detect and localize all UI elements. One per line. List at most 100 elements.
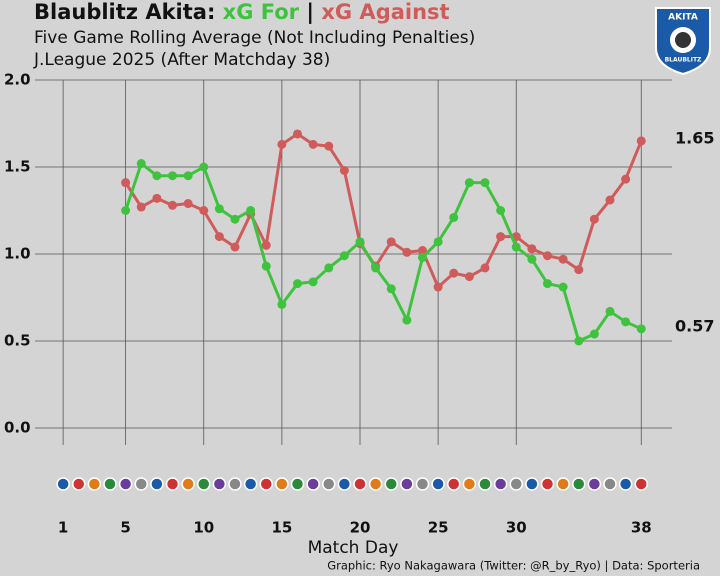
team-badge [462,477,477,491]
data-point [543,279,552,289]
data-point [621,317,631,327]
data-point [121,178,131,188]
x-tick-label: 5 [120,519,130,537]
data-point [214,204,224,214]
subtitle: J.League 2025 (After Matchday 38) [33,50,330,70]
data-point [355,237,365,247]
data-point [324,263,334,273]
x-tick-label: 1 [58,519,68,537]
data-point [214,232,224,242]
subtitle: Five Game Rolling Average (Not Including… [34,28,475,48]
data-point [246,206,256,215]
data-point [496,206,506,215]
data-point [339,251,349,261]
data-point [371,263,381,273]
data-point [402,247,412,257]
x-tick-label: 30 [506,519,527,537]
team-badge [525,477,539,491]
x-tick-label: 10 [193,519,214,537]
team-badge [322,477,336,491]
data-point [605,195,615,205]
team-badge [493,477,508,491]
team-badge [165,477,180,491]
data-point [386,237,396,247]
team-badge [150,477,164,491]
data-point [574,336,584,346]
team-badge [72,477,86,491]
data-point [308,139,318,149]
team-badge [337,477,352,491]
logo-text: BLAUBLITZ [665,57,702,64]
data-point [511,242,521,252]
x-tick-label: 15 [271,519,292,537]
team-badge [447,477,461,491]
team-badge [228,477,242,491]
data-point [449,268,459,278]
y-tick-label: 1.0 [4,245,31,263]
data-point [418,246,427,256]
team-badge [509,477,523,491]
data-point [308,277,318,287]
data-point [433,237,443,247]
team-badge [275,477,289,491]
team-badge [103,477,117,491]
data-point [589,214,599,224]
chart-title: Blaublitz Akita: xG For | xG Against [34,0,450,25]
data-point [464,272,474,282]
team-badge [384,477,398,491]
team-badge [556,477,570,491]
data-point [574,265,584,275]
data-point [199,206,209,215]
data-point [558,282,568,292]
x-axis-label: Match Day [308,538,399,558]
series-line [124,161,642,344]
team-badge [634,477,648,491]
data-point [230,214,240,224]
team-badge [290,477,305,491]
data-point [199,162,209,172]
data-point [261,240,271,250]
data-point [261,261,271,271]
data-point [293,129,302,139]
data-point [496,232,506,242]
data-point [152,171,162,181]
team-badge [306,477,320,491]
y-tick-label: 0.0 [4,419,31,437]
team-badge [87,477,102,491]
data-point [433,282,443,292]
data-point [152,193,162,203]
data-point [136,159,146,169]
data-point [230,242,240,252]
legend-entry: xG Against [321,0,449,24]
title-text: Blaublitz Akita: [34,0,215,24]
data-point [543,251,552,261]
data-point [339,165,349,175]
series-line [124,132,643,290]
data-point [183,171,193,181]
team-badge [118,477,133,491]
team-badge [431,477,445,491]
data-point [183,199,193,209]
team-badge [56,477,70,491]
data-point [605,306,615,316]
x-tick-label: 25 [428,519,449,537]
data-point [293,279,302,289]
team-badge [134,477,148,491]
data-point [168,200,177,210]
x-tick-label: 20 [350,519,371,537]
team-badge [540,477,555,491]
data-point [121,206,131,215]
data-point [636,324,646,334]
team-logo: AKITA BLAUBLITZ [655,7,711,76]
team-badge [415,477,430,491]
team-badge [368,477,383,491]
title-separator: | [306,0,314,25]
caption: Graphic: Ryo Nakagawara (Twitter: @R_by_… [327,559,700,573]
data-point [527,254,537,264]
data-point [449,212,459,222]
x-tick-label: 38 [631,519,652,537]
data-point [636,136,646,146]
data-point [277,139,287,149]
data-point [558,254,568,264]
